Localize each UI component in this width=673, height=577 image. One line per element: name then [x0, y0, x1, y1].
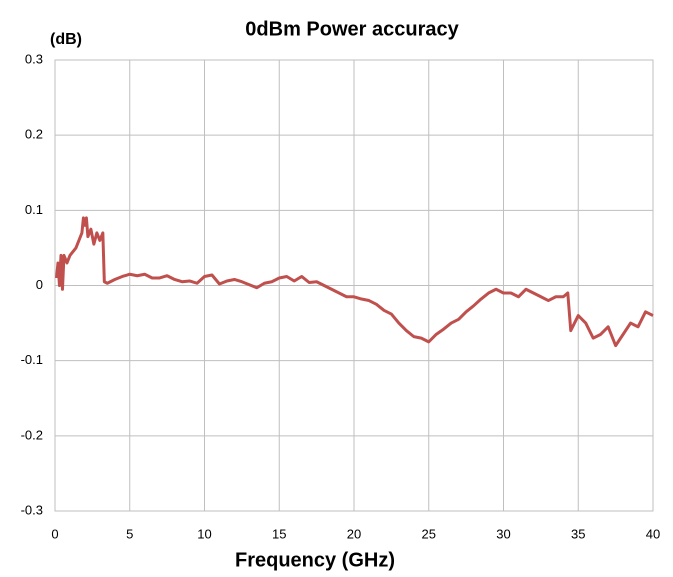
- y-tick-label: -0.3: [21, 502, 43, 517]
- y-tick-label: 0: [36, 277, 43, 292]
- x-tick-label: 20: [347, 526, 361, 541]
- y-tick-label: -0.1: [21, 352, 43, 367]
- x-tick-label: 40: [646, 526, 660, 541]
- plot-frame: [54, 59, 654, 512]
- y-tick-label: 0.3: [25, 51, 43, 66]
- y-tick-label: -0.2: [21, 427, 43, 442]
- x-tick-label: 35: [571, 526, 585, 541]
- y-axis-label: (dB): [50, 31, 82, 48]
- chart-title: 0dBm Power accuracy: [245, 18, 459, 40]
- x-axis-label: Frequency (GHz): [235, 549, 395, 571]
- data-line: [54, 216, 654, 348]
- y-tick-label: 0.1: [25, 202, 43, 217]
- y-tick-label: 0.2: [25, 127, 43, 142]
- x-tick-label: 30: [496, 526, 510, 541]
- x-tick-label: 25: [422, 526, 436, 541]
- x-tick-label: 0: [51, 526, 58, 541]
- x-tick-label: 15: [272, 526, 286, 541]
- x-tick-label: 10: [197, 526, 211, 541]
- x-tick-label: 5: [126, 526, 133, 541]
